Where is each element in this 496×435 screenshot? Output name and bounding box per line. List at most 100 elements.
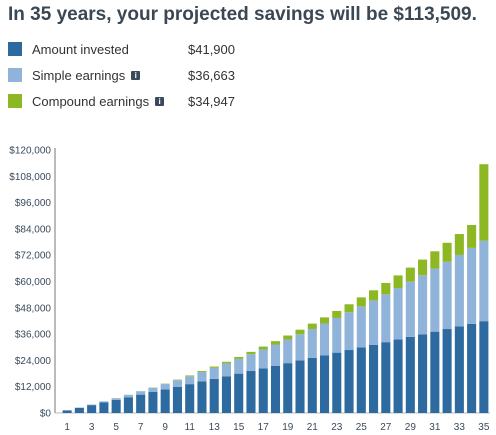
- bar-segment-compound-earnings: [221, 361, 232, 364]
- bar-segment-compound-earnings: [405, 267, 415, 282]
- bar-segment-amount-invested: [234, 373, 244, 413]
- page-title: In 35 years, your projected savings will…: [8, 4, 477, 25]
- x-tick-label: 19: [282, 422, 294, 433]
- bar-segment-compound-earnings: [197, 371, 207, 373]
- bar-segment-simple-earnings: [430, 268, 440, 332]
- x-tick-label: 27: [380, 422, 392, 433]
- bar-segment-amount-invested: [332, 352, 342, 413]
- bar-segment-simple-earnings: [418, 275, 428, 335]
- bar-segment-amount-invested: [270, 365, 281, 413]
- x-tick-label: 5: [113, 422, 119, 433]
- bar-segment-simple-earnings: [479, 240, 489, 322]
- bar-segment-amount-invested: [369, 344, 379, 413]
- bar-segment-compound-earnings: [479, 164, 489, 241]
- bar-segment-simple-earnings: [381, 294, 391, 343]
- bar-segment-amount-invested: [454, 326, 464, 413]
- bar-segment-amount-invested: [344, 350, 354, 413]
- x-tick-label: 33: [454, 422, 466, 433]
- legend-swatch-compound-earnings: [8, 94, 22, 108]
- bar-segment-compound-earnings: [381, 282, 391, 295]
- bar-segment-simple-earnings: [454, 254, 464, 327]
- y-tick-label: $60,000: [15, 277, 52, 288]
- bar-segment-compound-earnings: [270, 341, 281, 345]
- x-tick-label: 25: [356, 422, 368, 433]
- bar-segment-compound-earnings: [209, 366, 219, 368]
- bar-segment-compound-earnings: [332, 310, 342, 318]
- bar-segment-amount-invested: [221, 376, 232, 413]
- bar-segment-simple-earnings: [258, 349, 268, 369]
- bar-segment-amount-invested: [393, 339, 403, 413]
- x-tick-label: 13: [209, 422, 221, 433]
- x-tick-label: 15: [233, 422, 245, 433]
- legend-item-amount-invested: Amount invested $41,900: [8, 36, 308, 62]
- y-tick-label: $0: [40, 409, 52, 420]
- bar-segment-simple-earnings: [234, 358, 244, 374]
- bar-segment-amount-invested: [160, 389, 170, 413]
- y-tick-label: $72,000: [15, 251, 52, 262]
- bar-segment-amount-invested: [405, 336, 415, 413]
- bar-segment-amount-invested: [185, 384, 195, 413]
- bar-segment-simple-earnings: [332, 317, 342, 353]
- bar-segment-amount-invested: [87, 405, 97, 413]
- legend: Amount invested $41,900 Simple earnings …: [8, 36, 308, 114]
- bar-segment-compound-earnings: [319, 317, 330, 324]
- x-tick-label: 1: [64, 422, 70, 433]
- bar-segment-simple-earnings: [295, 334, 305, 361]
- bar-segment-amount-invested: [99, 402, 109, 413]
- bar-segment-amount-invested: [418, 334, 428, 413]
- bar-segment-compound-earnings: [246, 351, 256, 355]
- bar-segment-simple-earnings: [136, 391, 146, 395]
- y-tick-label: $84,000: [15, 224, 52, 235]
- legend-label: Amount invested: [32, 41, 129, 57]
- bar-segment-amount-invested: [307, 357, 317, 413]
- bar-segment-simple-earnings: [319, 323, 330, 356]
- bar-segment-simple-earnings: [99, 401, 109, 403]
- legend-swatch-simple-earnings: [8, 68, 22, 82]
- bar-segment-simple-earnings: [307, 328, 317, 358]
- bar-segment-simple-earnings: [197, 372, 207, 382]
- legend-value: $36,663: [188, 67, 235, 83]
- bar-segment-compound-earnings: [234, 356, 244, 359]
- bar-segment-compound-earnings: [344, 304, 354, 313]
- bar-segment-simple-earnings: [369, 300, 379, 345]
- info-icon[interactable]: i: [155, 96, 165, 106]
- y-tick-label: $120,000: [9, 146, 51, 157]
- bar-segment-simple-earnings: [270, 344, 281, 366]
- legend-label: Simple earnings: [32, 67, 126, 83]
- bar-segment-simple-earnings: [148, 387, 158, 393]
- legend-swatch-amount-invested: [8, 42, 22, 56]
- bar-segment-compound-earnings: [258, 346, 268, 350]
- bar-segment-simple-earnings: [160, 384, 170, 390]
- bar-segment-amount-invested: [319, 355, 330, 413]
- x-tick-label: 21: [307, 422, 319, 433]
- bar-segment-amount-invested: [479, 321, 489, 413]
- info-icon[interactable]: i: [131, 70, 141, 80]
- bar-segment-compound-earnings: [430, 251, 440, 269]
- legend-item-simple-earnings: Simple earnings i $36,663: [8, 62, 308, 88]
- x-tick-label: 31: [429, 422, 441, 433]
- bar-segment-amount-invested: [442, 329, 452, 413]
- x-tick-label: 7: [138, 422, 144, 433]
- bar-segment-amount-invested: [283, 363, 293, 413]
- bar-segment-simple-earnings: [221, 363, 232, 377]
- bar-segment-amount-invested: [74, 407, 84, 413]
- y-tick-label: $24,000: [15, 356, 52, 367]
- bar-segment-simple-earnings: [393, 288, 403, 340]
- y-tick-label: $36,000: [15, 330, 52, 341]
- bar-segment-amount-invested: [136, 394, 146, 413]
- bar-segment-compound-earnings: [356, 297, 366, 307]
- x-tick-label: 11: [185, 422, 196, 433]
- bar-segment-amount-invested: [172, 386, 182, 413]
- bar-segment-simple-earnings: [87, 404, 97, 406]
- bar-segment-amount-invested: [467, 323, 477, 413]
- bar-segment-compound-earnings: [454, 234, 464, 255]
- bar-segment-simple-earnings: [209, 367, 219, 379]
- bar-segment-simple-earnings: [442, 261, 452, 330]
- x-tick-label: 9: [162, 422, 168, 433]
- bar-segment-amount-invested: [209, 378, 219, 413]
- bar-segment-amount-invested: [123, 397, 133, 413]
- legend-item-compound-earnings: Compound earnings i $34,947: [8, 88, 308, 114]
- bar-segment-compound-earnings: [307, 323, 317, 329]
- bar-segment-compound-earnings: [295, 329, 305, 335]
- bar-segment-compound-earnings: [283, 335, 293, 340]
